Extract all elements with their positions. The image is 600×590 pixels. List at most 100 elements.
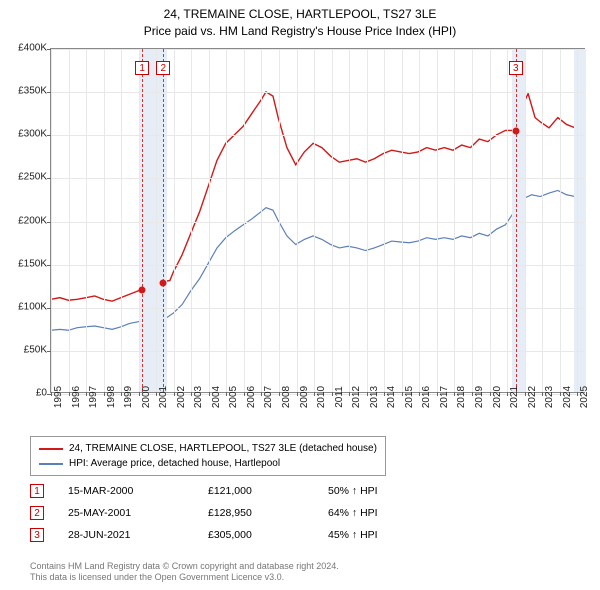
marker-point [512, 127, 519, 134]
x-tick-mark [279, 392, 280, 396]
x-axis-label: 2011 [334, 386, 345, 408]
x-axis-label: 1995 [53, 386, 64, 408]
legend-box: 24, TREMAINE CLOSE, HARTLEPOOL, TS27 3LE… [30, 436, 386, 476]
x-axis-label: 1997 [88, 386, 99, 408]
gridline-v [174, 49, 175, 392]
y-axis-label: £250K [18, 172, 47, 183]
gridline-v [314, 49, 315, 392]
x-axis-label: 2010 [316, 386, 327, 408]
x-axis-label: 2005 [228, 386, 239, 408]
x-tick-mark [507, 392, 508, 396]
gridline-v [542, 49, 543, 392]
gridline-h [51, 92, 584, 93]
legend-label: 24, TREMAINE CLOSE, HARTLEPOOL, TS27 3LE… [69, 443, 377, 454]
x-axis-label: 2002 [176, 386, 187, 408]
sale-pct: 64% ↑ HPI [328, 507, 408, 519]
marker-band [512, 49, 524, 392]
gridline-v [472, 49, 473, 392]
x-axis-label: 1999 [123, 386, 134, 408]
x-axis-label: 2001 [158, 386, 169, 408]
y-axis-label: £0 [36, 388, 47, 399]
marker-line [142, 49, 143, 392]
gridline-v [86, 49, 87, 392]
sale-price: £128,950 [208, 507, 328, 519]
y-axis-label: £200K [18, 215, 47, 226]
x-tick-mark [86, 392, 87, 396]
gridline-h [51, 178, 584, 179]
marker-line [516, 49, 517, 392]
series-hpi [51, 190, 575, 330]
x-axis-label: 2007 [263, 386, 274, 408]
x-tick-mark [209, 392, 210, 396]
x-axis-label: 2014 [386, 386, 397, 408]
x-axis-label: 2018 [456, 386, 467, 408]
gridline-v [139, 49, 140, 392]
x-axis-label: 2024 [562, 386, 573, 408]
sale-row: 225-MAY-2001£128,95064% ↑ HPI [30, 502, 408, 524]
gridline-h [51, 265, 584, 266]
sale-date: 15-MAR-2000 [68, 485, 208, 497]
legend-item: HPI: Average price, detached house, Hart… [39, 456, 377, 471]
gridline-v [69, 49, 70, 392]
x-tick-mark [174, 392, 175, 396]
footer-attribution: Contains HM Land Registry data © Crown c… [30, 561, 339, 584]
x-tick-mark [472, 392, 473, 396]
x-axis-label: 2023 [544, 386, 555, 408]
chart-container: 24, TREMAINE CLOSE, HARTLEPOOL, TS27 3LE… [0, 0, 600, 590]
x-axis-label: 2015 [404, 386, 415, 408]
gridline-v [349, 49, 350, 392]
x-axis-label: 2017 [439, 386, 450, 408]
x-tick-mark [402, 392, 403, 396]
sale-marker: 3 [30, 528, 44, 542]
y-axis-label: £50K [24, 344, 47, 355]
legend-swatch [39, 463, 63, 465]
x-tick-mark [121, 392, 122, 396]
gridline-v [121, 49, 122, 392]
gridline-h [51, 222, 584, 223]
x-axis-label: 2009 [299, 386, 310, 408]
sale-pct: 50% ↑ HPI [328, 485, 408, 497]
x-tick-mark [560, 392, 561, 396]
x-axis-label: 2020 [492, 386, 503, 408]
gridline-v [490, 49, 491, 392]
x-tick-mark [332, 392, 333, 396]
marker-point [139, 286, 146, 293]
y-axis-label: £400K [18, 43, 47, 54]
marker-point [160, 279, 167, 286]
gridline-v [384, 49, 385, 392]
x-tick-mark [437, 392, 438, 396]
title-address: 24, TREMAINE CLOSE, HARTLEPOOL, TS27 3LE [0, 6, 600, 23]
x-axis-label: 1998 [106, 386, 117, 408]
gridline-h [51, 135, 584, 136]
gridline-h [51, 351, 584, 352]
gridline-v [209, 49, 210, 392]
gridline-v [279, 49, 280, 392]
sale-row: 115-MAR-2000£121,00050% ↑ HPI [30, 480, 408, 502]
gridline-v [297, 49, 298, 392]
gridline-v [560, 49, 561, 392]
legend-label: HPI: Average price, detached house, Hart… [69, 458, 280, 469]
gridline-h [51, 308, 584, 309]
legend-swatch [39, 448, 63, 450]
x-axis-label: 2000 [141, 386, 152, 408]
x-axis-label: 2013 [369, 386, 380, 408]
x-axis-label: 2012 [351, 386, 362, 408]
footer-line1: Contains HM Land Registry data © Crown c… [30, 561, 339, 573]
gridline-v [367, 49, 368, 392]
gridline-v [454, 49, 455, 392]
gridline-h [51, 49, 584, 50]
gridline-v [261, 49, 262, 392]
gridline-v [577, 49, 578, 392]
gridline-v [507, 49, 508, 392]
chart-plot-area: 123 [50, 48, 585, 393]
series-price_paid [51, 92, 575, 301]
marker-label-box: 1 [135, 61, 149, 75]
x-axis-label: 2006 [246, 386, 257, 408]
x-tick-mark [542, 392, 543, 396]
footer-line2: This data is licensed under the Open Gov… [30, 572, 339, 584]
x-axis-label: 2003 [193, 386, 204, 408]
title-subtitle: Price paid vs. HM Land Registry's House … [0, 23, 600, 40]
x-axis-label: 2019 [474, 386, 485, 408]
chart-svg [51, 49, 584, 392]
y-axis-label: £350K [18, 86, 47, 97]
